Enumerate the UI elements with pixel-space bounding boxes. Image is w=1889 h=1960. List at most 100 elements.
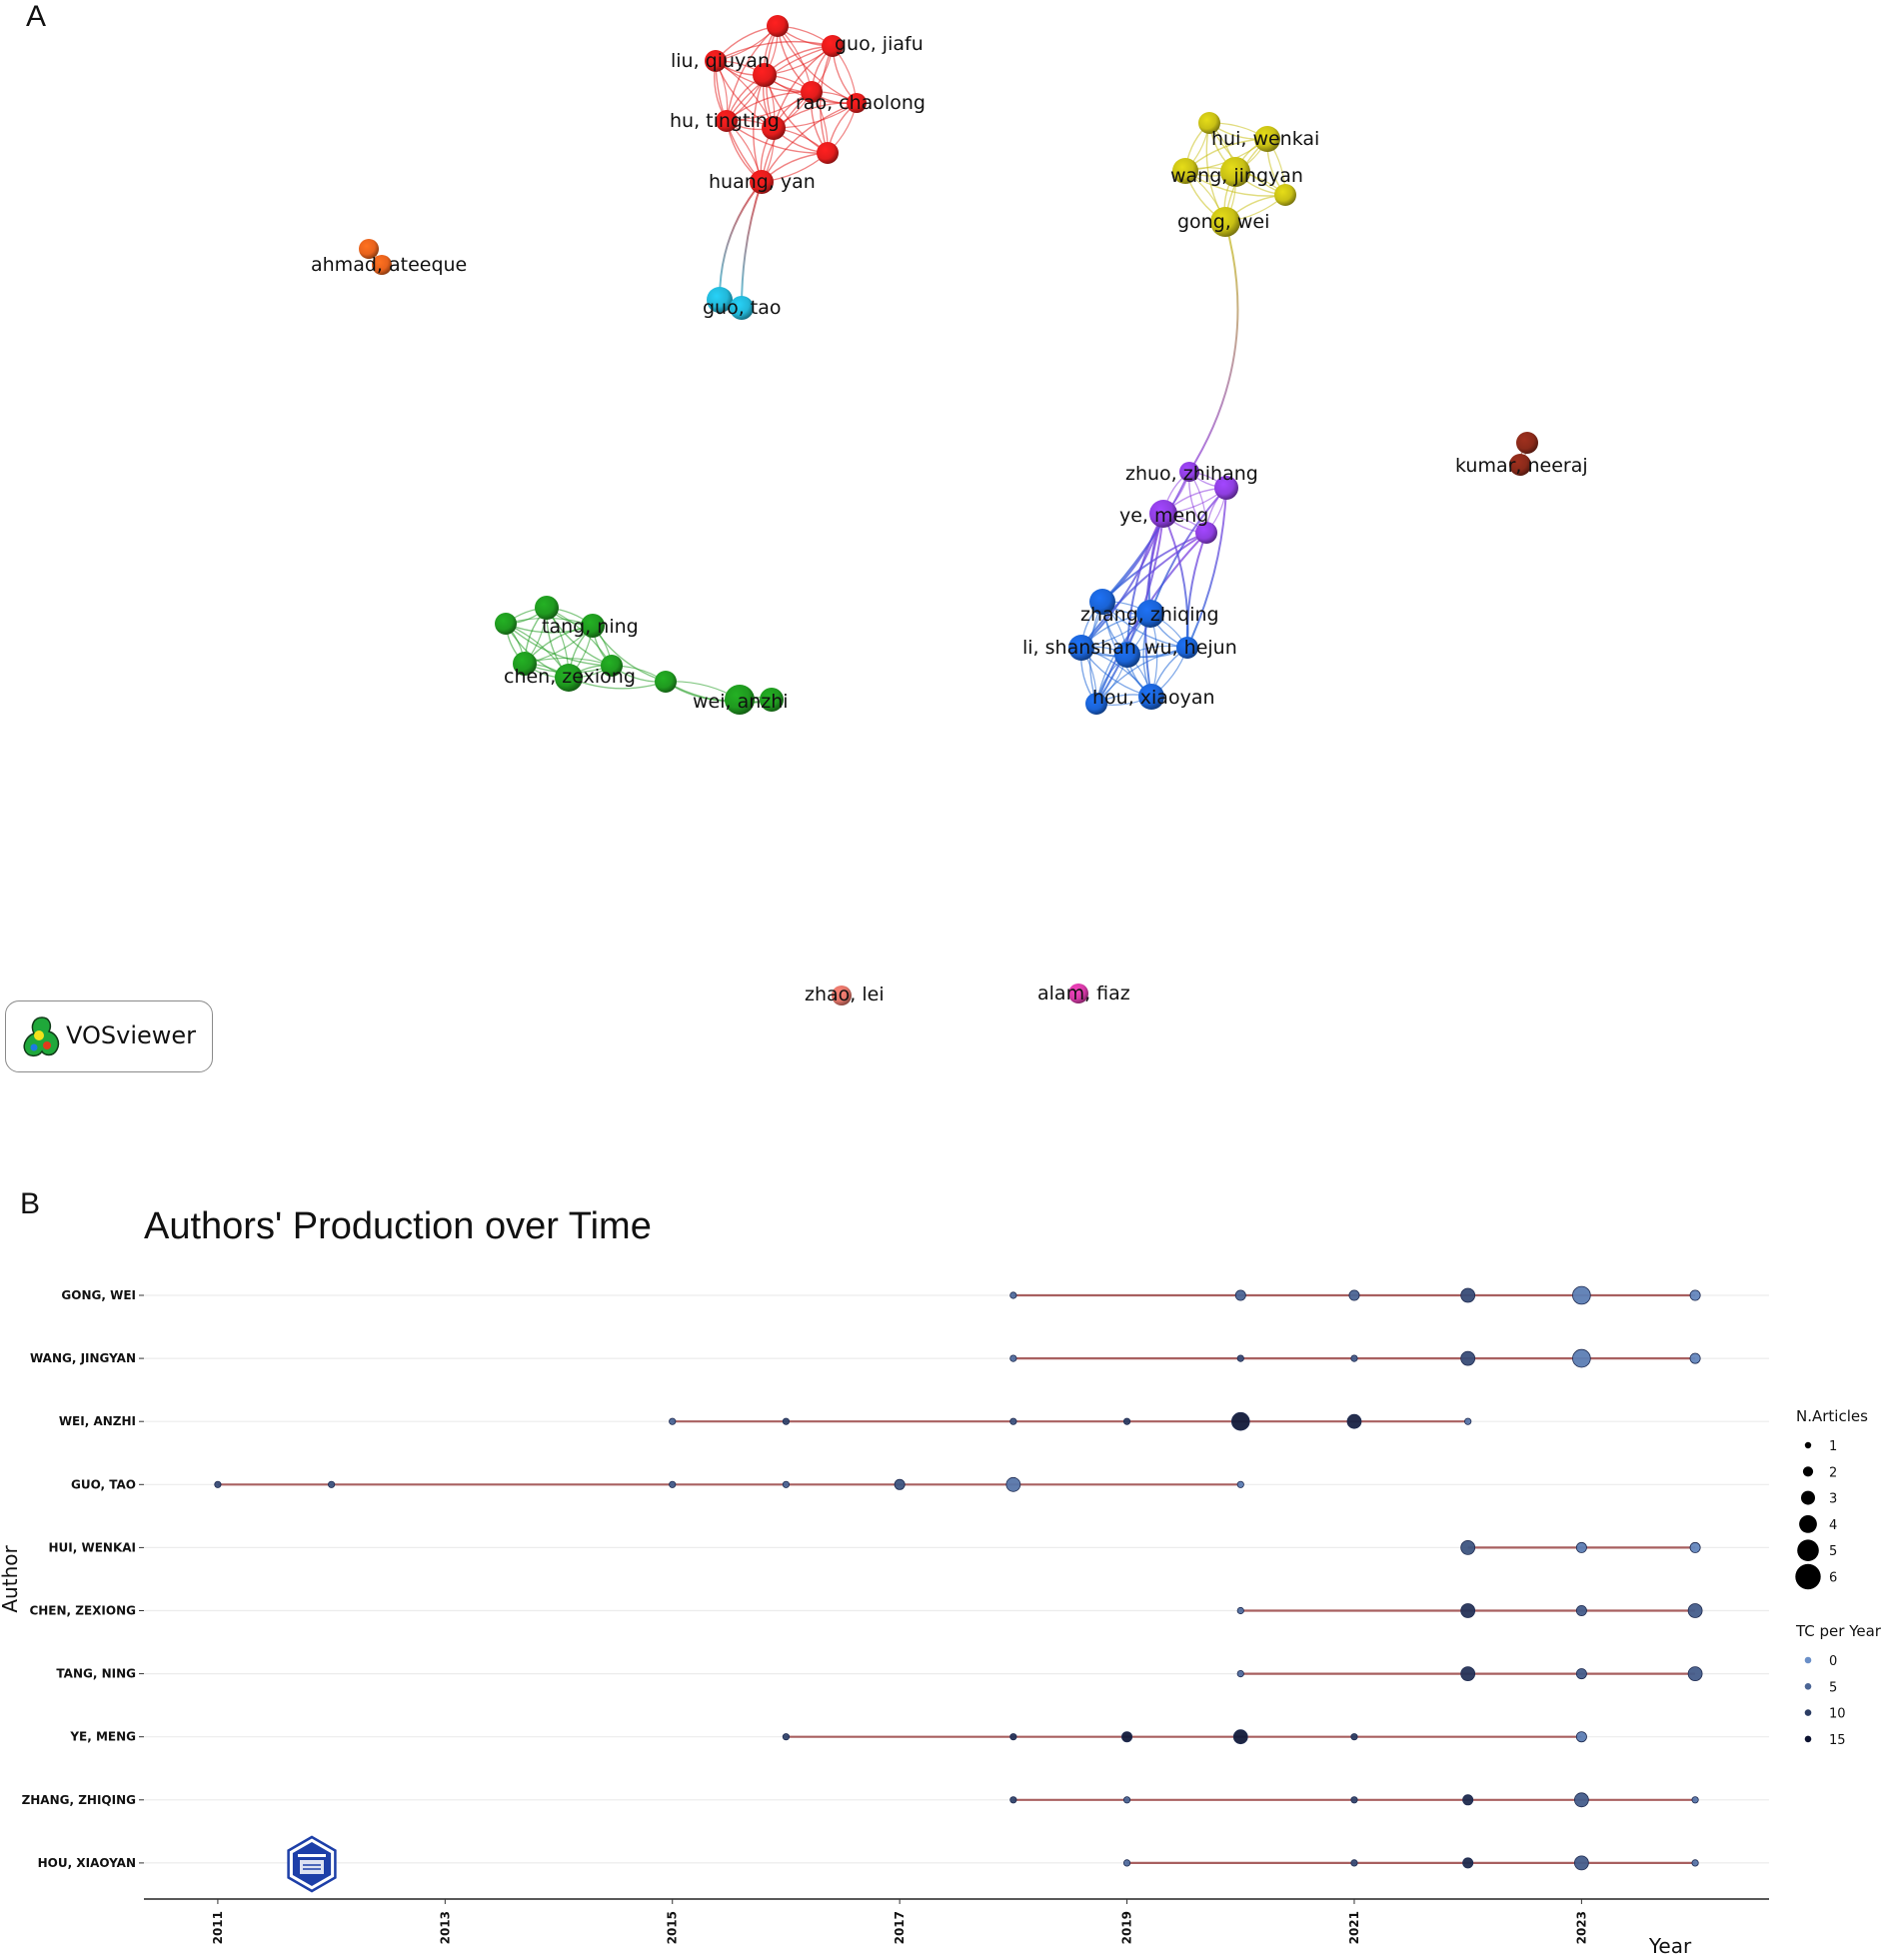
production-point xyxy=(1460,1666,1476,1682)
network-node-label: wu, hejun xyxy=(1144,637,1237,659)
production-point xyxy=(1350,1354,1358,1362)
network-node-label: ahmad, ateeque xyxy=(311,254,467,276)
y-tick-label: HOU, XIAOYAN xyxy=(38,1856,136,1870)
production-point xyxy=(1575,1541,1587,1553)
network-node xyxy=(1149,500,1177,528)
production-point xyxy=(1236,1606,1244,1615)
production-point xyxy=(1460,1350,1476,1366)
network-node-label: ye, meng xyxy=(1119,505,1208,527)
chart-title: Authors' Production over Time xyxy=(144,1205,652,1247)
y-tick-label: GUO, TAO xyxy=(71,1477,136,1491)
network-edge xyxy=(761,102,858,183)
network-node xyxy=(1220,157,1250,187)
production-point xyxy=(1121,1731,1133,1743)
network-node xyxy=(581,614,605,638)
network-node-label: kumar, neeraj xyxy=(1455,455,1588,477)
production-point xyxy=(1232,1729,1248,1745)
legend-color-label: 15 xyxy=(1829,1733,1846,1748)
network-node xyxy=(1254,126,1280,152)
production-point xyxy=(1122,1796,1131,1804)
network-node xyxy=(1068,635,1094,661)
legend-color-key xyxy=(1804,1709,1812,1716)
network-node xyxy=(705,50,727,72)
legend-size-key xyxy=(1799,1515,1817,1533)
network-node xyxy=(495,613,517,635)
network-node-label: huang, yan xyxy=(709,171,816,193)
production-point xyxy=(1350,1796,1358,1804)
network-node-label: hou, xiaoyan xyxy=(1092,687,1215,709)
production-point xyxy=(1009,1733,1017,1741)
network-node xyxy=(753,63,777,87)
network-node xyxy=(847,93,867,113)
network-node xyxy=(1089,589,1115,615)
legend-size-key xyxy=(1804,1441,1812,1449)
legend-color-label: 0 xyxy=(1829,1654,1837,1669)
production-point xyxy=(1350,1733,1358,1741)
x-tick-label: 2023 xyxy=(1574,1911,1588,1944)
network-node xyxy=(1274,184,1296,206)
network-node xyxy=(1210,207,1240,237)
network-node xyxy=(832,985,852,1005)
production-point xyxy=(1575,1731,1587,1743)
network-node-label: zhang, zhiqing xyxy=(1080,604,1219,626)
legend-color-title: TC per Year xyxy=(1795,1622,1882,1640)
production-point xyxy=(1230,1411,1250,1431)
network-edge xyxy=(715,40,834,62)
legend-size-key xyxy=(1797,1539,1819,1561)
network-node xyxy=(1179,462,1199,482)
network-node xyxy=(750,170,774,194)
network-edge xyxy=(1095,647,1188,705)
y-tick-label: YE, MENG xyxy=(69,1730,136,1744)
x-tick-label: 2017 xyxy=(893,1911,907,1944)
network-node xyxy=(1516,432,1538,454)
network-node xyxy=(707,287,733,313)
y-axis: GONG, WEI WANG, JINGYAN WEI, ANZHI GUO, TAO… xyxy=(22,1288,144,1870)
network-node-label: hui, wenkai xyxy=(1211,128,1319,150)
production-point xyxy=(1009,1291,1017,1299)
network-edge xyxy=(1186,487,1227,649)
production-point xyxy=(1464,1417,1472,1425)
production-point xyxy=(894,1478,906,1490)
network-node-label: guo, tao xyxy=(703,297,782,319)
network-node xyxy=(555,664,583,692)
x-tick-label: 2019 xyxy=(1120,1911,1134,1944)
network-node-label: zhuo, zhihang xyxy=(1125,463,1258,485)
production-point xyxy=(1573,1855,1589,1871)
y-tick-label: WANG, JINGYAN xyxy=(30,1351,136,1365)
legend-color-label: 10 xyxy=(1829,1707,1846,1722)
vosviewer-badge: VOSviewer xyxy=(5,1000,213,1072)
production-point xyxy=(1572,1348,1591,1368)
network-node xyxy=(535,596,559,620)
y-tick-label: CHEN, ZEXIONG xyxy=(29,1604,136,1618)
network-node xyxy=(760,688,784,712)
x-axis-title: Year xyxy=(1648,1934,1692,1958)
y-tick-label: TANG, NING xyxy=(56,1667,136,1681)
legend-color-key xyxy=(1804,1683,1812,1690)
network-node-label: zhao, lei xyxy=(805,983,885,1005)
production-point xyxy=(1575,1668,1587,1680)
network-node-label: chen, zexiong xyxy=(504,666,636,688)
production-point xyxy=(1234,1289,1246,1301)
network-node xyxy=(1176,637,1198,659)
production-point xyxy=(782,1480,791,1488)
production-point xyxy=(1460,1539,1476,1555)
production-point xyxy=(1687,1666,1703,1682)
production-point xyxy=(1462,1857,1474,1869)
network-node xyxy=(1509,454,1531,476)
coauthor-network: guo, jiafu liu, qiuyan rao, chaolong hu, ti… xyxy=(311,15,1588,1005)
network-edge xyxy=(1188,221,1239,473)
network-node xyxy=(1198,112,1220,134)
panel-b-label: B xyxy=(20,1187,41,1220)
network-edge xyxy=(1080,532,1207,649)
legend-size-key xyxy=(1802,1466,1814,1477)
network-edge xyxy=(726,120,829,154)
legend-size-label: 2 xyxy=(1829,1465,1837,1480)
production-point xyxy=(1009,1796,1017,1804)
network-node-label: liu, qiuyan xyxy=(671,50,770,72)
production-point xyxy=(1122,1859,1131,1867)
network-edge xyxy=(740,181,763,309)
production-point xyxy=(1460,1603,1476,1618)
network-node-label: li, shanshan xyxy=(1022,637,1136,659)
network-node xyxy=(601,655,623,677)
network-node xyxy=(513,652,537,676)
